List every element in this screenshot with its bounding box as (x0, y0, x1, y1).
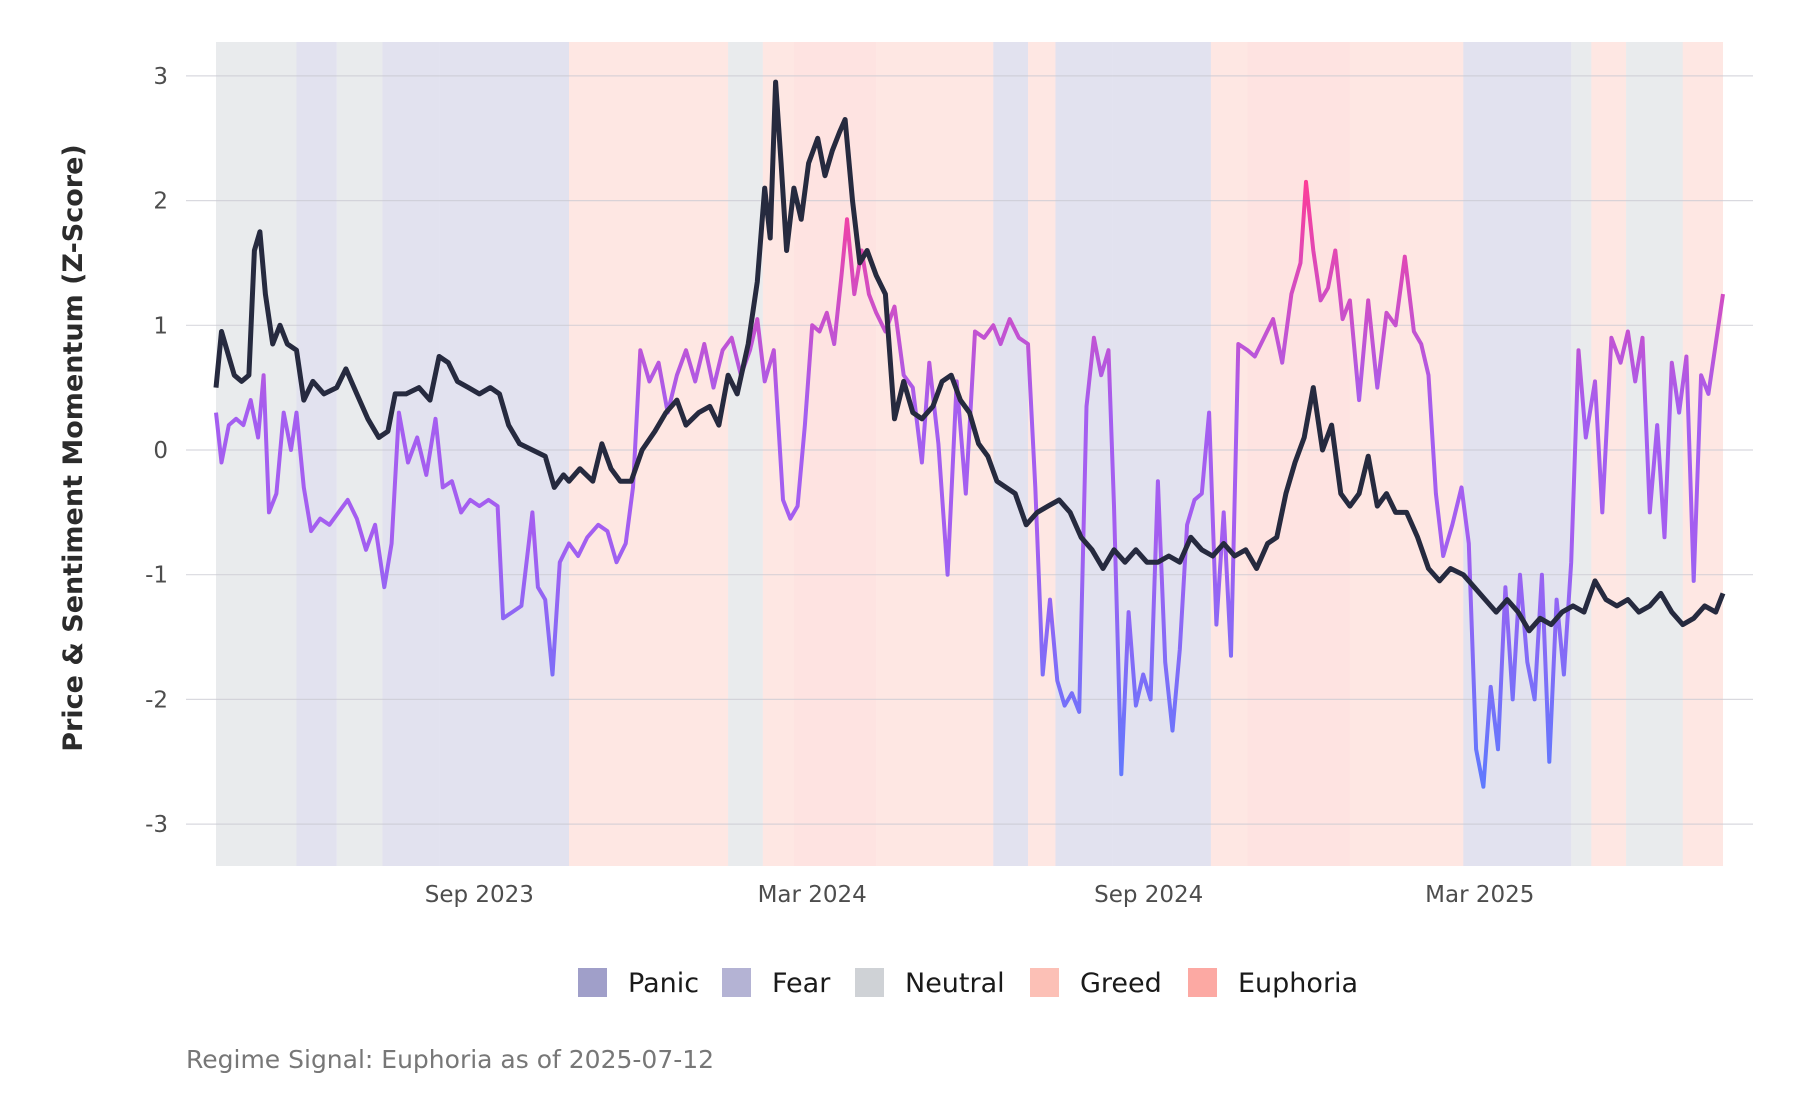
regime-band-neutral (216, 42, 297, 866)
regime-band-fear (1463, 42, 1572, 866)
x-tick-label: Sep 2024 (1094, 882, 1203, 908)
regime-signal-caption: Regime Signal: Euphoria as of 2025-07-12 (186, 1045, 714, 1074)
legend-label-greed: Greed (1080, 968, 1162, 999)
legend-label-euphoria: Euphoria (1238, 968, 1358, 999)
y-tick-label: 1 (153, 313, 168, 339)
legend-swatch-neutral (855, 968, 884, 997)
sentiment-momentum-line (214, 179, 1725, 789)
x-tick-label: Sep 2023 (425, 882, 534, 908)
y-tick-label: 0 (153, 438, 168, 464)
legend-swatch-euphoria (1188, 968, 1217, 997)
regime-band-fear (296, 42, 337, 866)
y-axis-label: Price & Sentiment Momentum (Z-Score) (58, 144, 89, 752)
y-tick-label: 3 (153, 64, 168, 90)
regime-band-fear (993, 42, 1029, 866)
legend-label-fear: Fear (772, 968, 831, 999)
y-tick-label: -3 (145, 812, 168, 838)
regime-band-greed (1349, 42, 1464, 866)
legend: Panic Fear Neutral Greed Euphoria (578, 968, 1358, 999)
regime-band-greed (568, 42, 729, 866)
y-axis-ticks: -3 -2 -1 0 1 2 3 (145, 64, 168, 838)
y-tick-label: 2 (153, 189, 168, 215)
y-tick-label: -1 (145, 563, 168, 589)
x-tick-label: Mar 2025 (1425, 882, 1534, 908)
y-tick-label: -2 (145, 687, 168, 713)
series-lines (213, 79, 1726, 789)
regime-band-neutral (336, 42, 383, 866)
x-tick-label: Mar 2024 (758, 882, 867, 908)
legend-swatch-fear (722, 968, 751, 997)
regime-band-fear (439, 42, 569, 866)
regime-band-greed (1210, 42, 1248, 866)
regime-band-neutral (1571, 42, 1592, 866)
price-momentum-line (213, 79, 1726, 634)
regime-band-greed (1591, 42, 1627, 866)
x-axis-ticks: Sep 2023 Mar 2024 Sep 2024 Mar 2025 (425, 882, 1535, 908)
legend-label-neutral: Neutral (905, 968, 1005, 999)
regime-band-neutral (728, 42, 763, 866)
regime-band-greed (876, 42, 994, 866)
legend-swatch-panic (578, 968, 607, 997)
legend-label-panic: Panic (628, 968, 699, 999)
regime-band-fear (1112, 42, 1211, 866)
legend-swatch-greed (1030, 968, 1059, 997)
